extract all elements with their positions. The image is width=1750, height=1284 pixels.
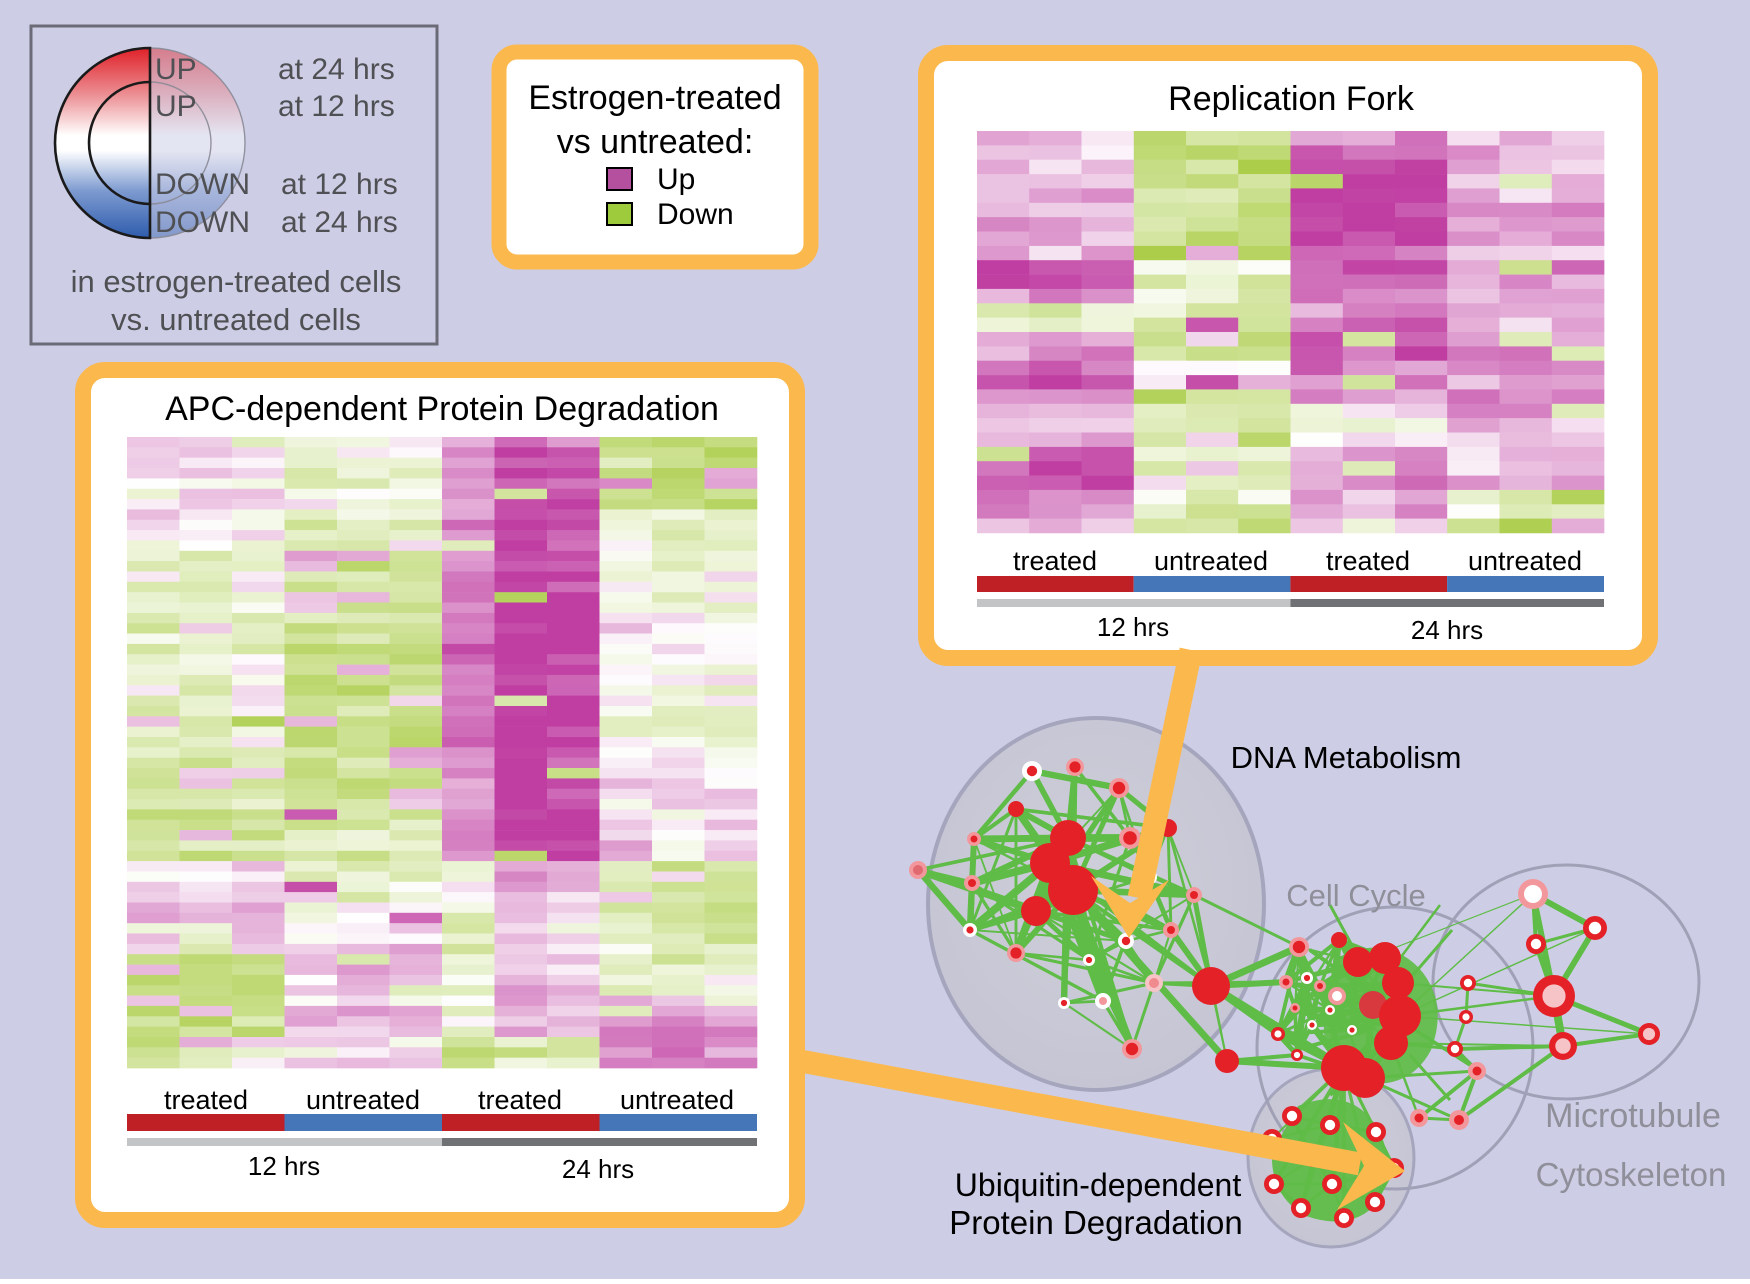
svg-text:UP: UP — [155, 90, 197, 123]
svg-text:at 24 hrs: at 24 hrs — [278, 53, 395, 86]
svg-text:UP: UP — [155, 53, 197, 86]
svg-text:12 hrs: 12 hrs — [1097, 612, 1169, 642]
svg-text:treated: treated — [164, 1085, 248, 1115]
svg-text:Down: Down — [657, 198, 734, 231]
svg-text:DOWN: DOWN — [155, 206, 250, 239]
svg-text:treated: treated — [1326, 546, 1410, 576]
svg-text:24 hrs: 24 hrs — [1411, 615, 1483, 645]
svg-text:at 12 hrs: at 12 hrs — [281, 168, 398, 201]
svg-text:vs. untreated cells: vs. untreated cells — [111, 302, 361, 337]
svg-text:12 hrs: 12 hrs — [248, 1151, 320, 1181]
svg-text:untreated: untreated — [620, 1085, 734, 1115]
svg-text:untreated: untreated — [1468, 546, 1582, 576]
svg-text:at 24 hrs: at 24 hrs — [281, 206, 398, 239]
svg-text:Replication Fork: Replication Fork — [1168, 80, 1415, 118]
svg-text:Microtubule: Microtubule — [1545, 1097, 1721, 1135]
svg-text:treated: treated — [1013, 546, 1097, 576]
svg-text:Estrogen-treated: Estrogen-treated — [528, 79, 781, 117]
svg-text:DNA Metabolism: DNA Metabolism — [1231, 740, 1462, 775]
svg-text:untreated: untreated — [306, 1085, 420, 1115]
svg-text:in estrogen-treated cells: in estrogen-treated cells — [71, 264, 402, 299]
svg-text:Cytoskeleton: Cytoskeleton — [1536, 1156, 1727, 1193]
svg-text:vs untreated:: vs untreated: — [557, 123, 754, 161]
svg-text:Up: Up — [657, 163, 695, 196]
svg-text:at 12 hrs: at 12 hrs — [278, 90, 395, 123]
svg-text:untreated: untreated — [1154, 546, 1268, 576]
svg-text:Protein Degradation: Protein Degradation — [949, 1204, 1243, 1241]
svg-text:treated: treated — [478, 1085, 562, 1115]
svg-text:APC-dependent Protein Degradat: APC-dependent Protein Degradation — [165, 390, 719, 428]
svg-text:DOWN: DOWN — [155, 168, 250, 201]
svg-text:Cell Cycle: Cell Cycle — [1286, 878, 1426, 913]
svg-text:Ubiquitin-dependent: Ubiquitin-dependent — [955, 1167, 1242, 1203]
svg-text:24 hrs: 24 hrs — [562, 1154, 634, 1184]
